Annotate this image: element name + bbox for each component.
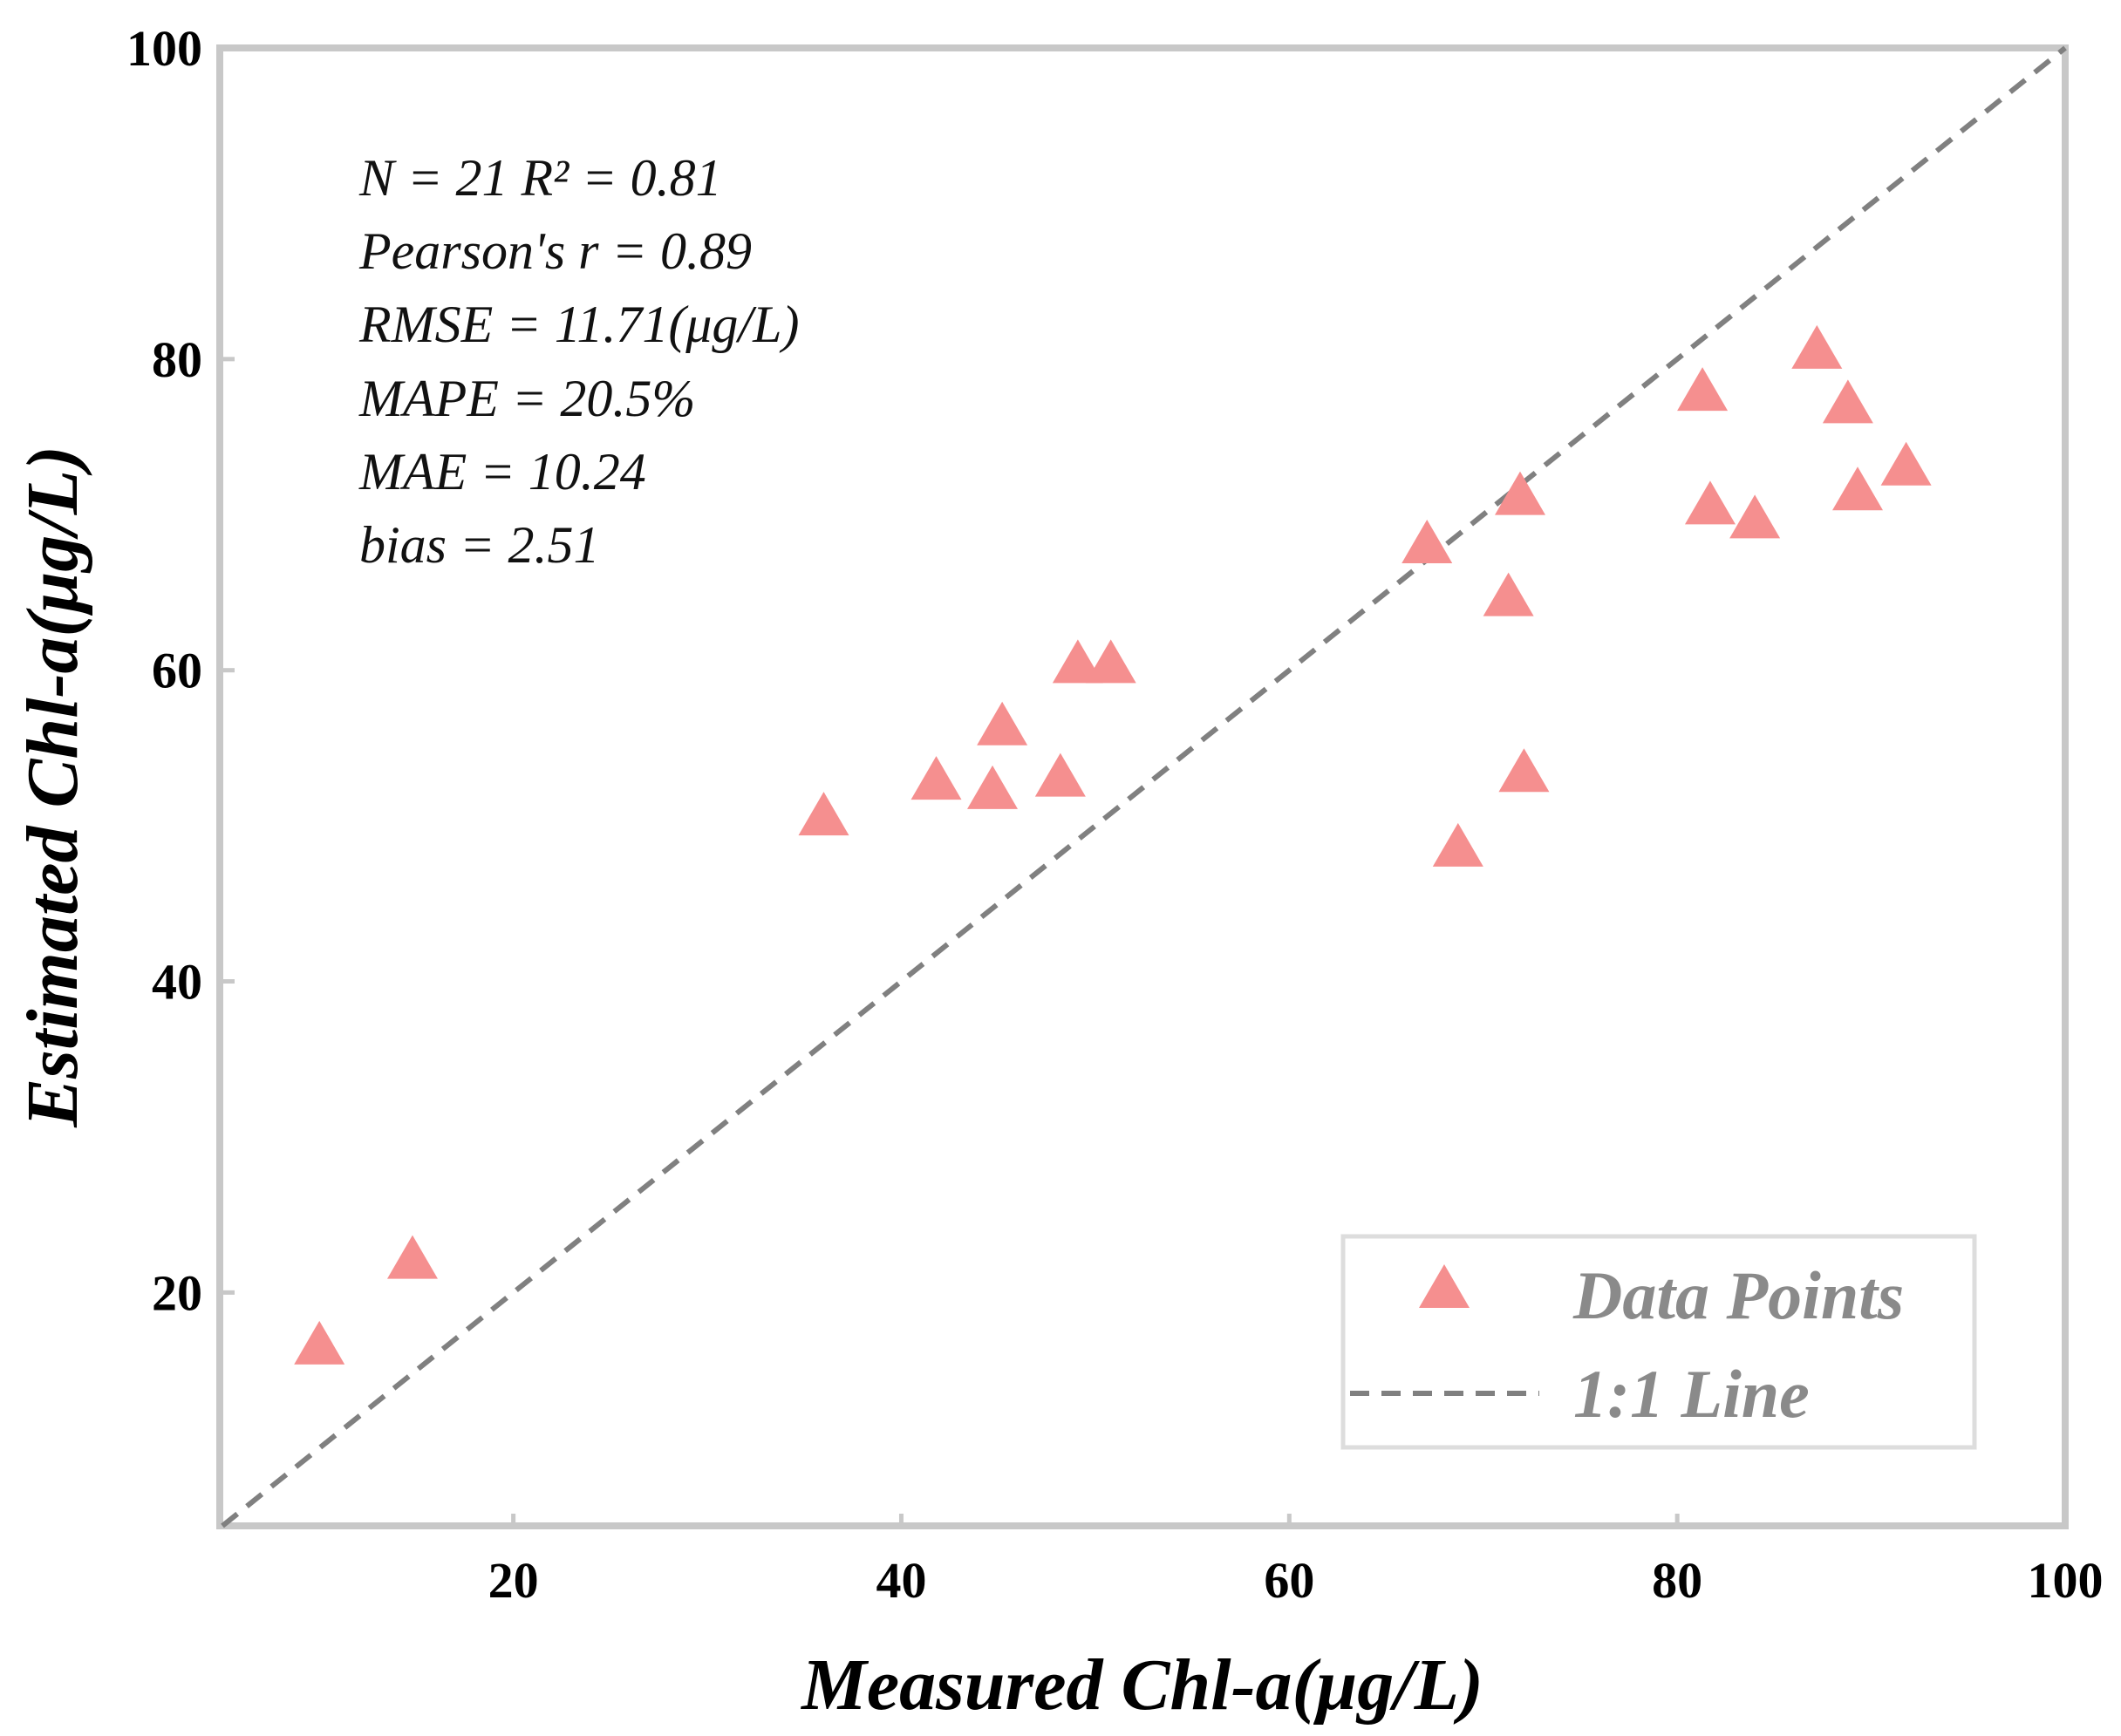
data-point-marker [910, 756, 962, 800]
y-tick-label: 20 [152, 1264, 202, 1321]
legend: Data Points 1:1 Line [1340, 1234, 1977, 1450]
y-tick-label: 80 [152, 331, 202, 388]
data-point-marker [1085, 639, 1136, 684]
stat-line-mape: MAPE = 20.5% [358, 370, 695, 427]
data-point-marker [977, 701, 1028, 745]
x-tick-label: 100 [2028, 1552, 2104, 1609]
data-point-marker [1483, 572, 1534, 616]
data-point-marker [1494, 471, 1545, 515]
plot-frame [216, 44, 2069, 1529]
y-tick-label: 60 [152, 643, 202, 699]
data-point-marker [1822, 379, 1873, 424]
data-point-marker [294, 1320, 345, 1365]
x-tick-label: 60 [1264, 1552, 1314, 1609]
x-axis-ticks: 20 40 60 80 100 [488, 1514, 2104, 1609]
data-point-marker [1498, 748, 1550, 793]
stat-line-rmse: RMSE = 11.71(μg/L) [358, 296, 799, 353]
y-tick-label: 100 [126, 20, 202, 77]
y-axis-ticks: 20 40 60 80 100 [126, 20, 235, 1321]
stats-annotation: N = 21 R² = 0.81 Pearson's r = 0.89 RMSE… [358, 149, 799, 574]
data-point-marker [1684, 480, 1736, 525]
data-point-marker [1401, 519, 1453, 563]
data-point-marker [1880, 441, 1932, 486]
data-points [294, 324, 1932, 1365]
data-point-marker [386, 1235, 438, 1279]
stat-line-pearson: Pearson's r = 0.89 [358, 222, 752, 280]
legend-label-one-to-one: 1:1 Line [1573, 1356, 1810, 1432]
y-tick-label: 40 [152, 954, 202, 1011]
x-tick-label: 40 [876, 1552, 926, 1609]
data-point-marker [798, 792, 849, 836]
one-to-one-line [221, 45, 2067, 1528]
y-axis-title: Estimated Chl-a(μg/L) [12, 446, 93, 1128]
data-point-marker [1832, 466, 1884, 511]
stat-line-bias: bias = 2.51 [359, 516, 600, 574]
stat-line-mae: MAE = 10.24 [358, 443, 646, 500]
legend-label-data-points: Data Points [1572, 1257, 1904, 1333]
data-point-marker [1729, 494, 1781, 539]
data-point-marker [1034, 752, 1086, 797]
x-axis-title: Measured Chl-a(μg/L) [800, 1644, 1483, 1726]
data-point-marker [1052, 639, 1103, 684]
x-tick-label: 20 [488, 1552, 539, 1609]
data-point-marker [1432, 822, 1483, 867]
stat-line-n-r2: N = 21 R² = 0.81 [358, 149, 722, 207]
data-point-marker [967, 765, 1019, 809]
x-tick-label: 80 [1652, 1552, 1702, 1609]
data-point-marker [1791, 324, 1843, 369]
data-point-marker [1677, 367, 1729, 412]
legend-triangle-marker [1419, 1264, 1470, 1308]
